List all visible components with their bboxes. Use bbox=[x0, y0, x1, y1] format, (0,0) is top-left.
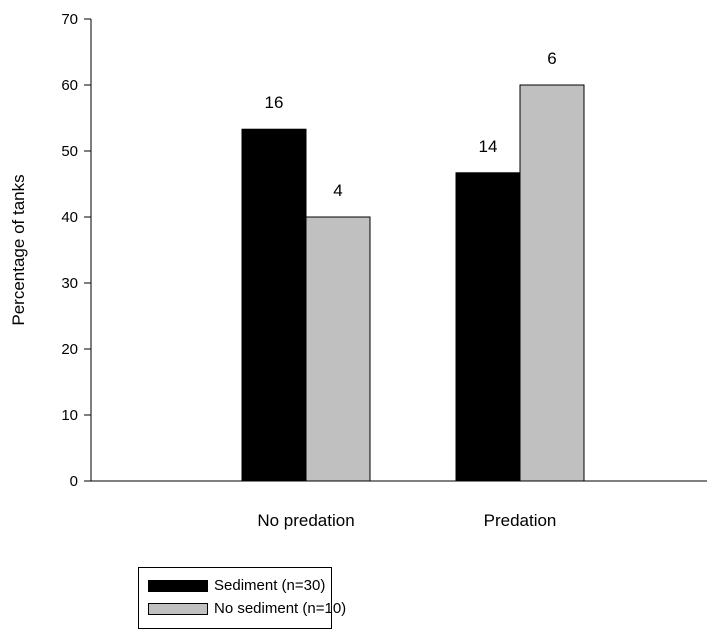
bar bbox=[455, 172, 521, 482]
y-tick-label: 40 bbox=[61, 209, 78, 226]
bar-data-label: 14 bbox=[479, 137, 498, 156]
x-category-label: No predation bbox=[257, 511, 354, 530]
bar-data-label: 4 bbox=[333, 181, 342, 200]
y-tick-label: 30 bbox=[61, 275, 78, 292]
y-tick-label: 10 bbox=[61, 407, 78, 424]
y-tick-label: 70 bbox=[61, 11, 78, 28]
bar bbox=[241, 128, 307, 482]
data-labels: 16 4 14 6 bbox=[265, 49, 557, 200]
y-axis-label: Percentage of tanks bbox=[9, 174, 28, 325]
legend-item-no-sediment: No sediment (n=10) bbox=[148, 600, 346, 617]
bars bbox=[241, 84, 585, 482]
y-tick-label: 60 bbox=[61, 77, 78, 94]
bar bbox=[305, 216, 371, 482]
y-tick-label: 0 bbox=[70, 473, 78, 490]
legend-swatch-sediment bbox=[148, 579, 208, 592]
legend-label-no-sediment: No sediment (n=10) bbox=[214, 600, 347, 617]
axes: 0 10 20 30 40 50 60 70 No predation Predation bbox=[61, 11, 707, 530]
legend-swatch-no-sediment bbox=[148, 602, 208, 615]
y-tick-label: 50 bbox=[61, 143, 78, 160]
legend-item-sediment: Sediment (n=30) bbox=[148, 577, 325, 594]
bar bbox=[519, 84, 585, 482]
bar-data-label: 16 bbox=[265, 93, 284, 112]
legend-label-sediment: Sediment (n=30) bbox=[214, 577, 326, 594]
bar-data-label: 6 bbox=[547, 49, 556, 68]
legend: Sediment (n=30) No sediment (n=10) bbox=[138, 567, 346, 629]
y-tick-label: 20 bbox=[61, 341, 78, 358]
x-category-label: Predation bbox=[484, 511, 557, 530]
